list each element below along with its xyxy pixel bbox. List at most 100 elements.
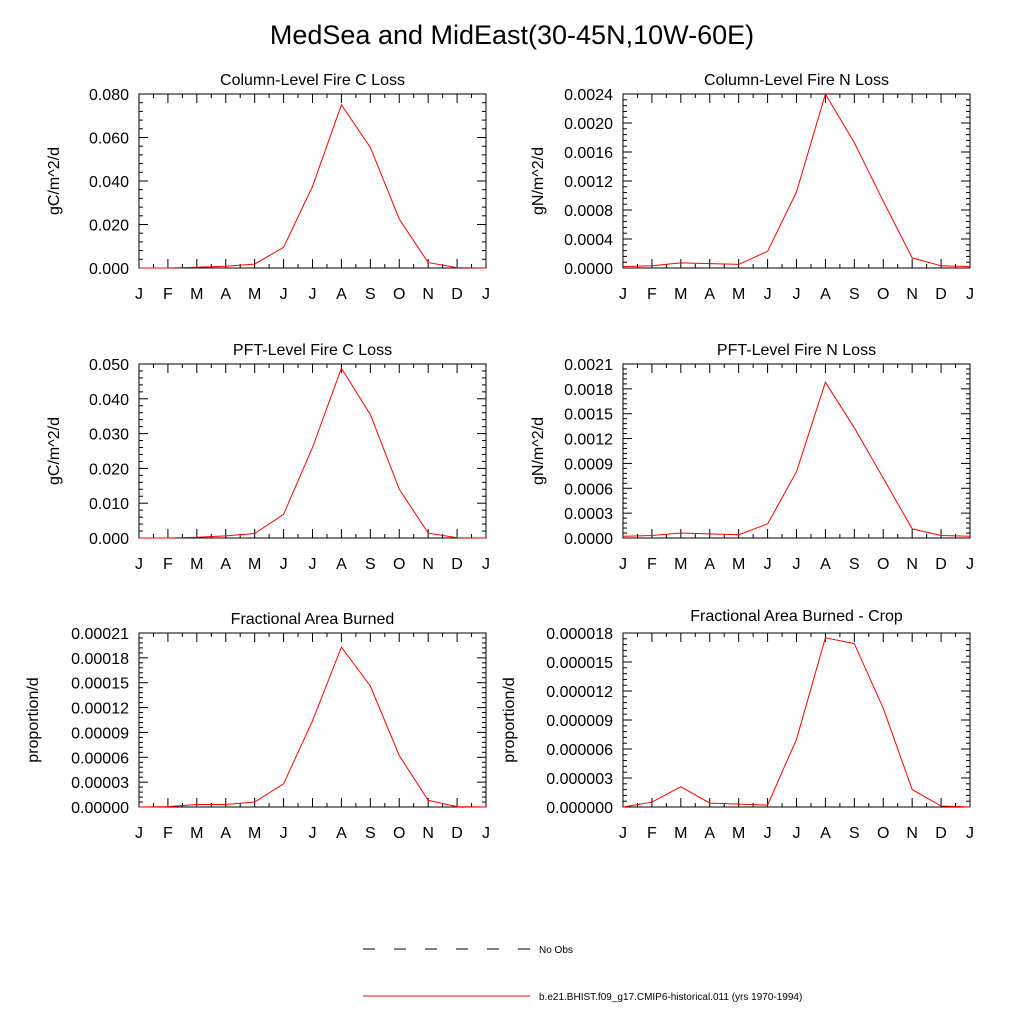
y-tick-label: 0.0000 xyxy=(564,531,613,548)
x-tick-label: N xyxy=(906,825,918,842)
x-tick-label: J xyxy=(135,825,143,842)
y-tick-label: 0.000009 xyxy=(546,713,613,730)
x-tick-label: A xyxy=(336,286,347,303)
y-tick-label: 0.00015 xyxy=(71,676,129,693)
y-tick-label: 0.010 xyxy=(89,496,129,513)
figure-title: MedSea and MidEast(30-45N,10W-60E) xyxy=(269,20,755,50)
x-tick-label: F xyxy=(163,556,173,573)
y-tick-label: 0.0000 xyxy=(564,261,613,278)
y-tick-label: 0.0020 xyxy=(564,116,613,133)
x-tick-label: A xyxy=(336,556,347,573)
x-tick-label: O xyxy=(877,825,889,842)
x-tick-label: S xyxy=(849,825,860,842)
x-tick-label: J xyxy=(482,825,490,842)
series-line xyxy=(139,103,487,269)
y-tick-label: 0.0006 xyxy=(564,481,613,498)
x-tick-label: M xyxy=(190,556,203,573)
x-tick-label: O xyxy=(877,286,889,303)
y-tick-label: 0.020 xyxy=(89,218,129,235)
x-tick-label: J xyxy=(793,825,801,842)
x-tick-label: M xyxy=(674,556,687,573)
x-tick-label: O xyxy=(393,286,405,303)
x-tick-label: A xyxy=(336,825,347,842)
y-tick-label: 0.050 xyxy=(89,357,129,374)
y-tick-label: 0.00003 xyxy=(71,775,129,792)
series-line xyxy=(622,637,971,808)
x-tick-label: S xyxy=(849,286,860,303)
series-line xyxy=(622,381,971,537)
x-tick-label: M xyxy=(674,286,687,303)
x-tick-label: S xyxy=(849,556,860,573)
panel-title: Column-Level Fire N Loss xyxy=(704,72,889,89)
chart-panel: J F M A M J J A S O N D J0.00000.00030.00060.00090.0… xyxy=(530,342,974,573)
x-tick-label: M xyxy=(674,825,687,842)
y-tick-label: 0.000000 xyxy=(546,800,613,817)
plot-frame xyxy=(622,363,971,539)
x-tick-label: N xyxy=(906,556,918,573)
chart-panel: J F M A M J J A S O N D J0.00000.00040.00080.00120.0… xyxy=(530,72,974,303)
y-tick-label: 0.030 xyxy=(89,427,129,444)
panel-title: Fractional Area Burned - Crop xyxy=(690,608,903,625)
y-axis-label: gN/m^2/d xyxy=(530,147,547,215)
x-tick-label: J xyxy=(482,556,490,573)
x-tick-label: M xyxy=(732,286,745,303)
x-tick-label: D xyxy=(451,825,463,842)
plot-frame xyxy=(138,363,487,539)
x-tick-label: J xyxy=(309,286,317,303)
x-tick-label: J xyxy=(966,286,974,303)
x-tick-label: A xyxy=(820,825,831,842)
y-tick-label: 0.0012 xyxy=(564,432,613,449)
panel-title: Column-Level Fire C Loss xyxy=(220,72,405,89)
chart-panel: J F M A M J J A S O N D J0.0000000.0000030.0000060.0… xyxy=(501,608,974,842)
plot-frame xyxy=(622,632,971,808)
y-tick-label: 0.0015 xyxy=(564,407,613,424)
x-tick-label: A xyxy=(704,825,715,842)
y-tick-label: 0.040 xyxy=(89,174,129,191)
y-tick-label: 0.00000 xyxy=(71,800,129,817)
x-tick-label: J xyxy=(619,825,627,842)
y-tick-label: 0.0003 xyxy=(564,506,613,523)
x-tick-label: M xyxy=(732,825,745,842)
y-axis-label: gC/m^2/d xyxy=(46,147,63,215)
y-tick-label: 0.0008 xyxy=(564,203,613,220)
y-tick-label: 0.000015 xyxy=(546,655,613,672)
x-tick-label: S xyxy=(365,556,376,573)
x-tick-label: A xyxy=(220,286,231,303)
x-tick-label: M xyxy=(248,825,261,842)
y-axis-label: proportion/d xyxy=(501,677,518,762)
x-tick-label: D xyxy=(935,825,947,842)
legend: No Obs b.e21.BHIST.f09_g17.CMIP6-histori… xyxy=(363,945,802,1003)
x-tick-label: S xyxy=(365,825,376,842)
x-tick-label: M xyxy=(732,556,745,573)
x-tick-label: A xyxy=(704,286,715,303)
x-tick-label: J xyxy=(280,286,288,303)
x-tick-label: A xyxy=(704,556,715,573)
y-tick-label: 0.000 xyxy=(89,261,129,278)
x-tick-label: J xyxy=(793,556,801,573)
x-tick-label: A xyxy=(220,556,231,573)
y-tick-label: 0.00006 xyxy=(71,750,129,767)
y-axis-label: gN/m^2/d xyxy=(530,417,547,485)
x-tick-label: M xyxy=(248,556,261,573)
x-tick-label: J xyxy=(619,286,627,303)
series-line xyxy=(139,367,487,539)
y-tick-label: 0.0004 xyxy=(564,232,613,249)
y-tick-label: 0.040 xyxy=(89,392,129,409)
y-tick-label: 0.0024 xyxy=(564,87,613,104)
x-tick-label: J xyxy=(135,556,143,573)
plot-frame xyxy=(138,93,487,269)
y-tick-label: 0.080 xyxy=(89,87,129,104)
x-tick-label: A xyxy=(820,556,831,573)
y-tick-label: 0.000 xyxy=(89,531,129,548)
y-tick-label: 0.0018 xyxy=(564,382,613,399)
chart-panel: J F M A M J J A S O N D J0.0000.0200.0400.0600.080Co… xyxy=(46,72,490,303)
y-tick-label: 0.00018 xyxy=(71,651,129,668)
x-tick-label: A xyxy=(820,286,831,303)
y-tick-label: 0.00012 xyxy=(71,701,129,718)
x-tick-label: F xyxy=(647,286,657,303)
panel-title: Fractional Area Burned xyxy=(231,611,395,628)
x-tick-label: F xyxy=(647,825,657,842)
x-tick-label: J xyxy=(966,556,974,573)
y-tick-label: 0.000012 xyxy=(546,684,613,701)
